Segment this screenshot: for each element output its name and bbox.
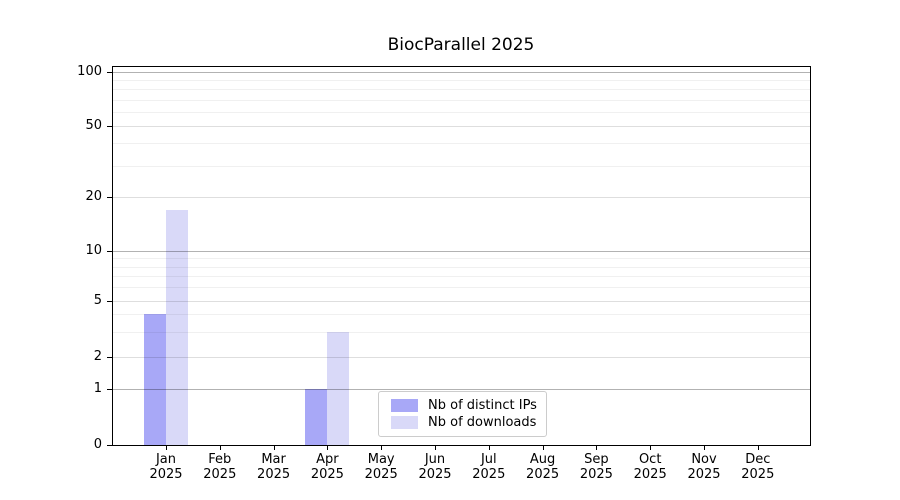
y-axis-label-1: 1	[93, 380, 102, 396]
legend-entry-downloads: Nb of downloads	[391, 414, 537, 431]
y-axis-label-2: 2	[93, 348, 102, 364]
x-axis-tick-jan	[166, 446, 167, 450]
gridline-minor-9	[113, 258, 810, 260]
x-axis-label-nov: Nov 2025	[687, 452, 721, 482]
x-axis-label-jan: Jan 2025	[149, 452, 183, 482]
gridline-major-10	[113, 250, 810, 252]
x-axis-tick-feb	[219, 446, 221, 450]
y-axis-tick-1	[107, 388, 112, 390]
gridline-major-50	[113, 126, 810, 127]
legend-swatch-downloads	[391, 416, 418, 429]
x-axis-label-jul: Jul 2025	[472, 452, 506, 482]
legend-entry-distinct-ips: Nb of distinct IPs	[391, 397, 537, 414]
x-axis-tick-oct	[650, 446, 652, 450]
gridline-major-100	[113, 72, 810, 73]
y-axis-label-5: 5	[93, 292, 102, 308]
bar-distinct-ips-jan	[144, 314, 166, 445]
x-axis-tick-jul	[488, 446, 490, 450]
y-axis-label-0: 0	[93, 436, 102, 452]
y-axis-label-50: 50	[85, 118, 102, 133]
bar-downloads-apr	[327, 331, 349, 445]
x-axis-label-jun: Jun 2025	[418, 452, 452, 482]
y-axis-tick-0	[107, 444, 112, 446]
x-axis-tick-aug	[542, 446, 544, 450]
gridline-minor-30	[113, 165, 810, 167]
y-axis-label-100: 100	[77, 64, 102, 79]
y-axis-tick-5	[107, 300, 112, 302]
gridline-minor-6	[113, 287, 810, 289]
gridline-minor-60	[113, 111, 810, 113]
legend-label-downloads: Nb of downloads	[428, 415, 537, 430]
x-axis-label-oct: Oct 2025	[633, 452, 667, 482]
x-axis-tick-jun	[435, 446, 436, 450]
gridline-minor-4	[113, 314, 810, 316]
y-axis-tick-20	[107, 197, 112, 198]
gridline-major-2	[113, 356, 810, 358]
y-axis-tick-2	[107, 356, 112, 358]
x-axis-label-mar: Mar 2025	[257, 452, 291, 482]
legend: Nb of distinct IPs Nb of downloads	[378, 391, 547, 437]
gridline-minor-3	[113, 331, 810, 333]
x-axis-tick-apr	[327, 446, 329, 450]
x-axis-tick-nov	[704, 446, 705, 450]
gridline-major-20	[113, 197, 810, 198]
bars-layer	[113, 67, 810, 445]
legend-label-distinct-ips: Nb of distinct IPs	[428, 398, 537, 413]
gridline-major-5	[113, 300, 810, 302]
gridline-major-1	[113, 388, 810, 390]
x-axis-tick-sep	[596, 446, 598, 450]
x-axis-label-feb: Feb 2025	[203, 452, 237, 482]
x-axis-label-sep: Sep 2025	[579, 452, 613, 482]
x-axis-label-may: May 2025	[364, 452, 398, 482]
y-axis-tick-50	[107, 126, 112, 127]
y-axis-tick-10	[107, 250, 112, 252]
gridline-minor-90	[113, 80, 810, 82]
grid-layer	[113, 67, 810, 445]
gridline-minor-70	[113, 99, 810, 101]
gridline-minor-40	[113, 143, 810, 145]
x-axis-label-apr: Apr 2025	[310, 452, 344, 482]
y-axis-label-10: 10	[85, 242, 102, 258]
bar-distinct-ips-apr	[305, 388, 327, 445]
gridline-minor-80	[113, 89, 810, 91]
x-axis-tick-dec	[757, 446, 759, 450]
plot-area: Nb of distinct IPs Nb of downloads	[112, 66, 811, 446]
x-axis-tick-mar	[273, 446, 275, 450]
y-axis-label-20: 20	[85, 189, 102, 204]
chart-title: BiocParallel 2025	[387, 35, 535, 55]
x-axis-tick-may	[381, 446, 383, 450]
legend-swatch-distinct-ips	[391, 399, 418, 412]
x-axis-label-dec: Dec 2025	[741, 452, 775, 482]
x-axis-label-aug: Aug 2025	[526, 452, 560, 482]
y-axis-tick-100	[107, 72, 112, 73]
gridline-minor-7	[113, 276, 810, 278]
bar-downloads-jan	[166, 209, 188, 445]
gridline-minor-8	[113, 266, 810, 268]
